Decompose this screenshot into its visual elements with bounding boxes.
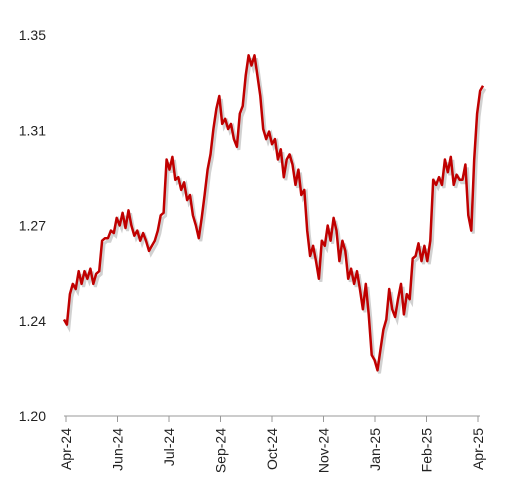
x-tick-label: Feb-25 [419, 428, 435, 473]
x-tick-label: Nov-24 [316, 428, 332, 473]
x-tick-label: Apr-24 [58, 428, 74, 470]
x-tick-label: Jul-24 [161, 428, 177, 466]
y-tick-label: 1.20 [19, 408, 46, 424]
y-tick-label: 1.27 [19, 218, 46, 234]
x-tick-label: Apr-25 [470, 428, 486, 470]
line [62, 54, 485, 372]
y-tick-label: 1.24 [19, 313, 46, 329]
x-tick-label: Jan-25 [367, 428, 383, 471]
x-tick-label: Oct-24 [264, 428, 280, 470]
x-tick-label: Jun-24 [110, 428, 126, 471]
y-tick-label: 1.35 [19, 27, 46, 43]
y-tick-label: 1.31 [19, 122, 46, 138]
x-tick-label: Sep-24 [213, 428, 229, 473]
